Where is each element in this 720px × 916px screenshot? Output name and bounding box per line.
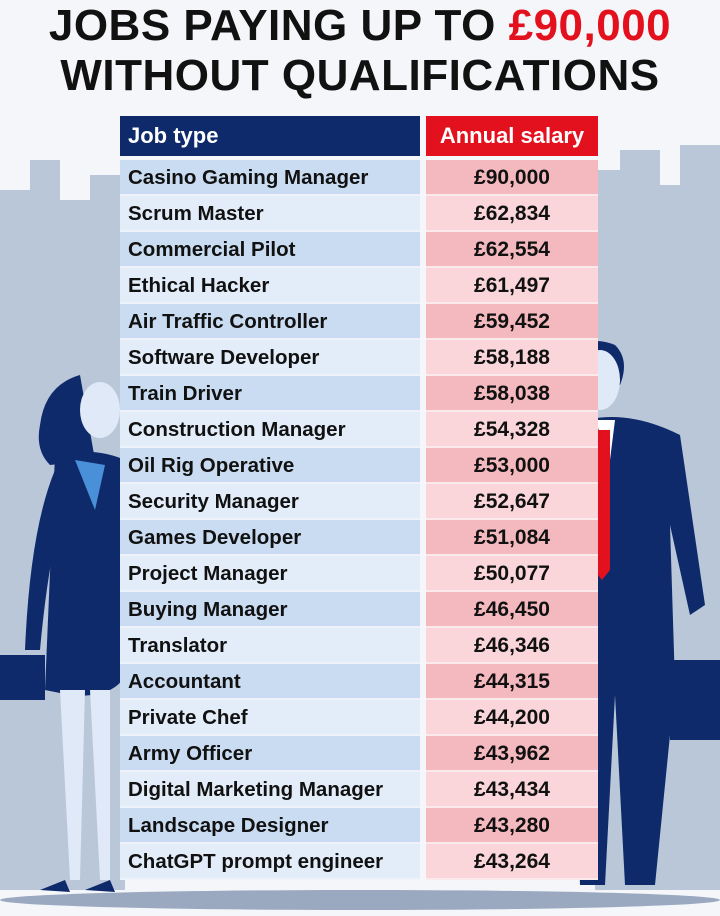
table-row: Private Chef £44,200 [120, 700, 598, 736]
salary-cell: £58,188 [426, 340, 598, 376]
job-type-cell: Scrum Master [120, 196, 420, 232]
header-annual-salary: Annual salary [426, 116, 598, 156]
table-row: Translator £46,346 [120, 628, 598, 664]
salary-cell: £58,038 [426, 376, 598, 412]
table-row: Army Officer £43,962 [120, 736, 598, 772]
salary-cell: £53,000 [426, 448, 598, 484]
job-type-cell: Accountant [120, 664, 420, 700]
job-type-cell: Commercial Pilot [120, 232, 420, 268]
job-type-cell: Security Manager [120, 484, 420, 520]
table-row: Train Driver £58,038 [120, 376, 598, 412]
table-row: Commercial Pilot £62,554 [120, 232, 598, 268]
job-type-cell: Games Developer [120, 520, 420, 556]
job-type-cell: Train Driver [120, 376, 420, 412]
job-type-cell: Private Chef [120, 700, 420, 736]
salary-cell: £51,084 [426, 520, 598, 556]
table-row: Security Manager £52,647 [120, 484, 598, 520]
salary-cell: £50,077 [426, 556, 598, 592]
salary-cell: £52,647 [426, 484, 598, 520]
table-row: Air Traffic Controller £59,452 [120, 304, 598, 340]
job-type-cell: Digital Marketing Manager [120, 772, 420, 808]
salary-table: Job type Annual salary Casino Gaming Man… [120, 116, 598, 880]
job-type-cell: Landscape Designer [120, 808, 420, 844]
job-type-cell: Air Traffic Controller [120, 304, 420, 340]
table-row: Ethical Hacker £61,497 [120, 268, 598, 304]
table-body: Casino Gaming Manager £90,000 Scrum Master… [120, 160, 598, 880]
job-type-cell: Project Manager [120, 556, 420, 592]
salary-cell: £62,834 [426, 196, 598, 232]
salary-cell: £61,497 [426, 268, 598, 304]
headline-prefix: JOBS PAYING UP TO [48, 1, 509, 50]
table-row: Landscape Designer £43,280 [120, 808, 598, 844]
salary-cell: £90,000 [426, 160, 598, 196]
table-header: Job type Annual salary [120, 116, 598, 156]
table-row: Software Developer £58,188 [120, 340, 598, 376]
headline-highlight: £90,000 [508, 1, 672, 50]
header-job-type: Job type [120, 116, 420, 156]
table-row: Casino Gaming Manager £90,000 [120, 160, 598, 196]
job-type-cell: Software Developer [120, 340, 420, 376]
job-type-cell: Buying Manager [120, 592, 420, 628]
table-row: Games Developer £51,084 [120, 520, 598, 556]
job-type-cell: Construction Manager [120, 412, 420, 448]
table-row: Oil Rig Operative £53,000 [120, 448, 598, 484]
job-type-cell: Oil Rig Operative [120, 448, 420, 484]
salary-cell: £59,452 [426, 304, 598, 340]
salary-cell: £43,434 [426, 772, 598, 808]
salary-cell: £44,200 [426, 700, 598, 736]
salary-cell: £62,554 [426, 232, 598, 268]
salary-cell: £43,264 [426, 844, 598, 880]
table-row: Scrum Master £62,834 [120, 196, 598, 232]
salary-cell: £44,315 [426, 664, 598, 700]
headline-line-2: WITHOUT QUALIFICATIONS [60, 51, 660, 100]
table-row: Construction Manager £54,328 [120, 412, 598, 448]
table-row: ChatGPT prompt engineer £43,264 [120, 844, 598, 880]
job-type-cell: Casino Gaming Manager [120, 160, 420, 196]
table-row: Digital Marketing Manager £43,434 [120, 772, 598, 808]
job-type-cell: ChatGPT prompt engineer [120, 844, 420, 880]
salary-cell: £43,280 [426, 808, 598, 844]
table-row: Project Manager £50,077 [120, 556, 598, 592]
job-type-cell: Ethical Hacker [120, 268, 420, 304]
floor-shadow [0, 890, 720, 910]
salary-cell: £54,328 [426, 412, 598, 448]
salary-cell: £43,962 [426, 736, 598, 772]
job-type-cell: Translator [120, 628, 420, 664]
table-row: Buying Manager £46,450 [120, 592, 598, 628]
salary-cell: £46,346 [426, 628, 598, 664]
salary-cell: £46,450 [426, 592, 598, 628]
table-row: Accountant £44,315 [120, 664, 598, 700]
businesswoman-figure [0, 375, 135, 892]
job-type-cell: Army Officer [120, 736, 420, 772]
headline-line-1: JOBS PAYING UP TO £90,000 [0, 2, 720, 50]
